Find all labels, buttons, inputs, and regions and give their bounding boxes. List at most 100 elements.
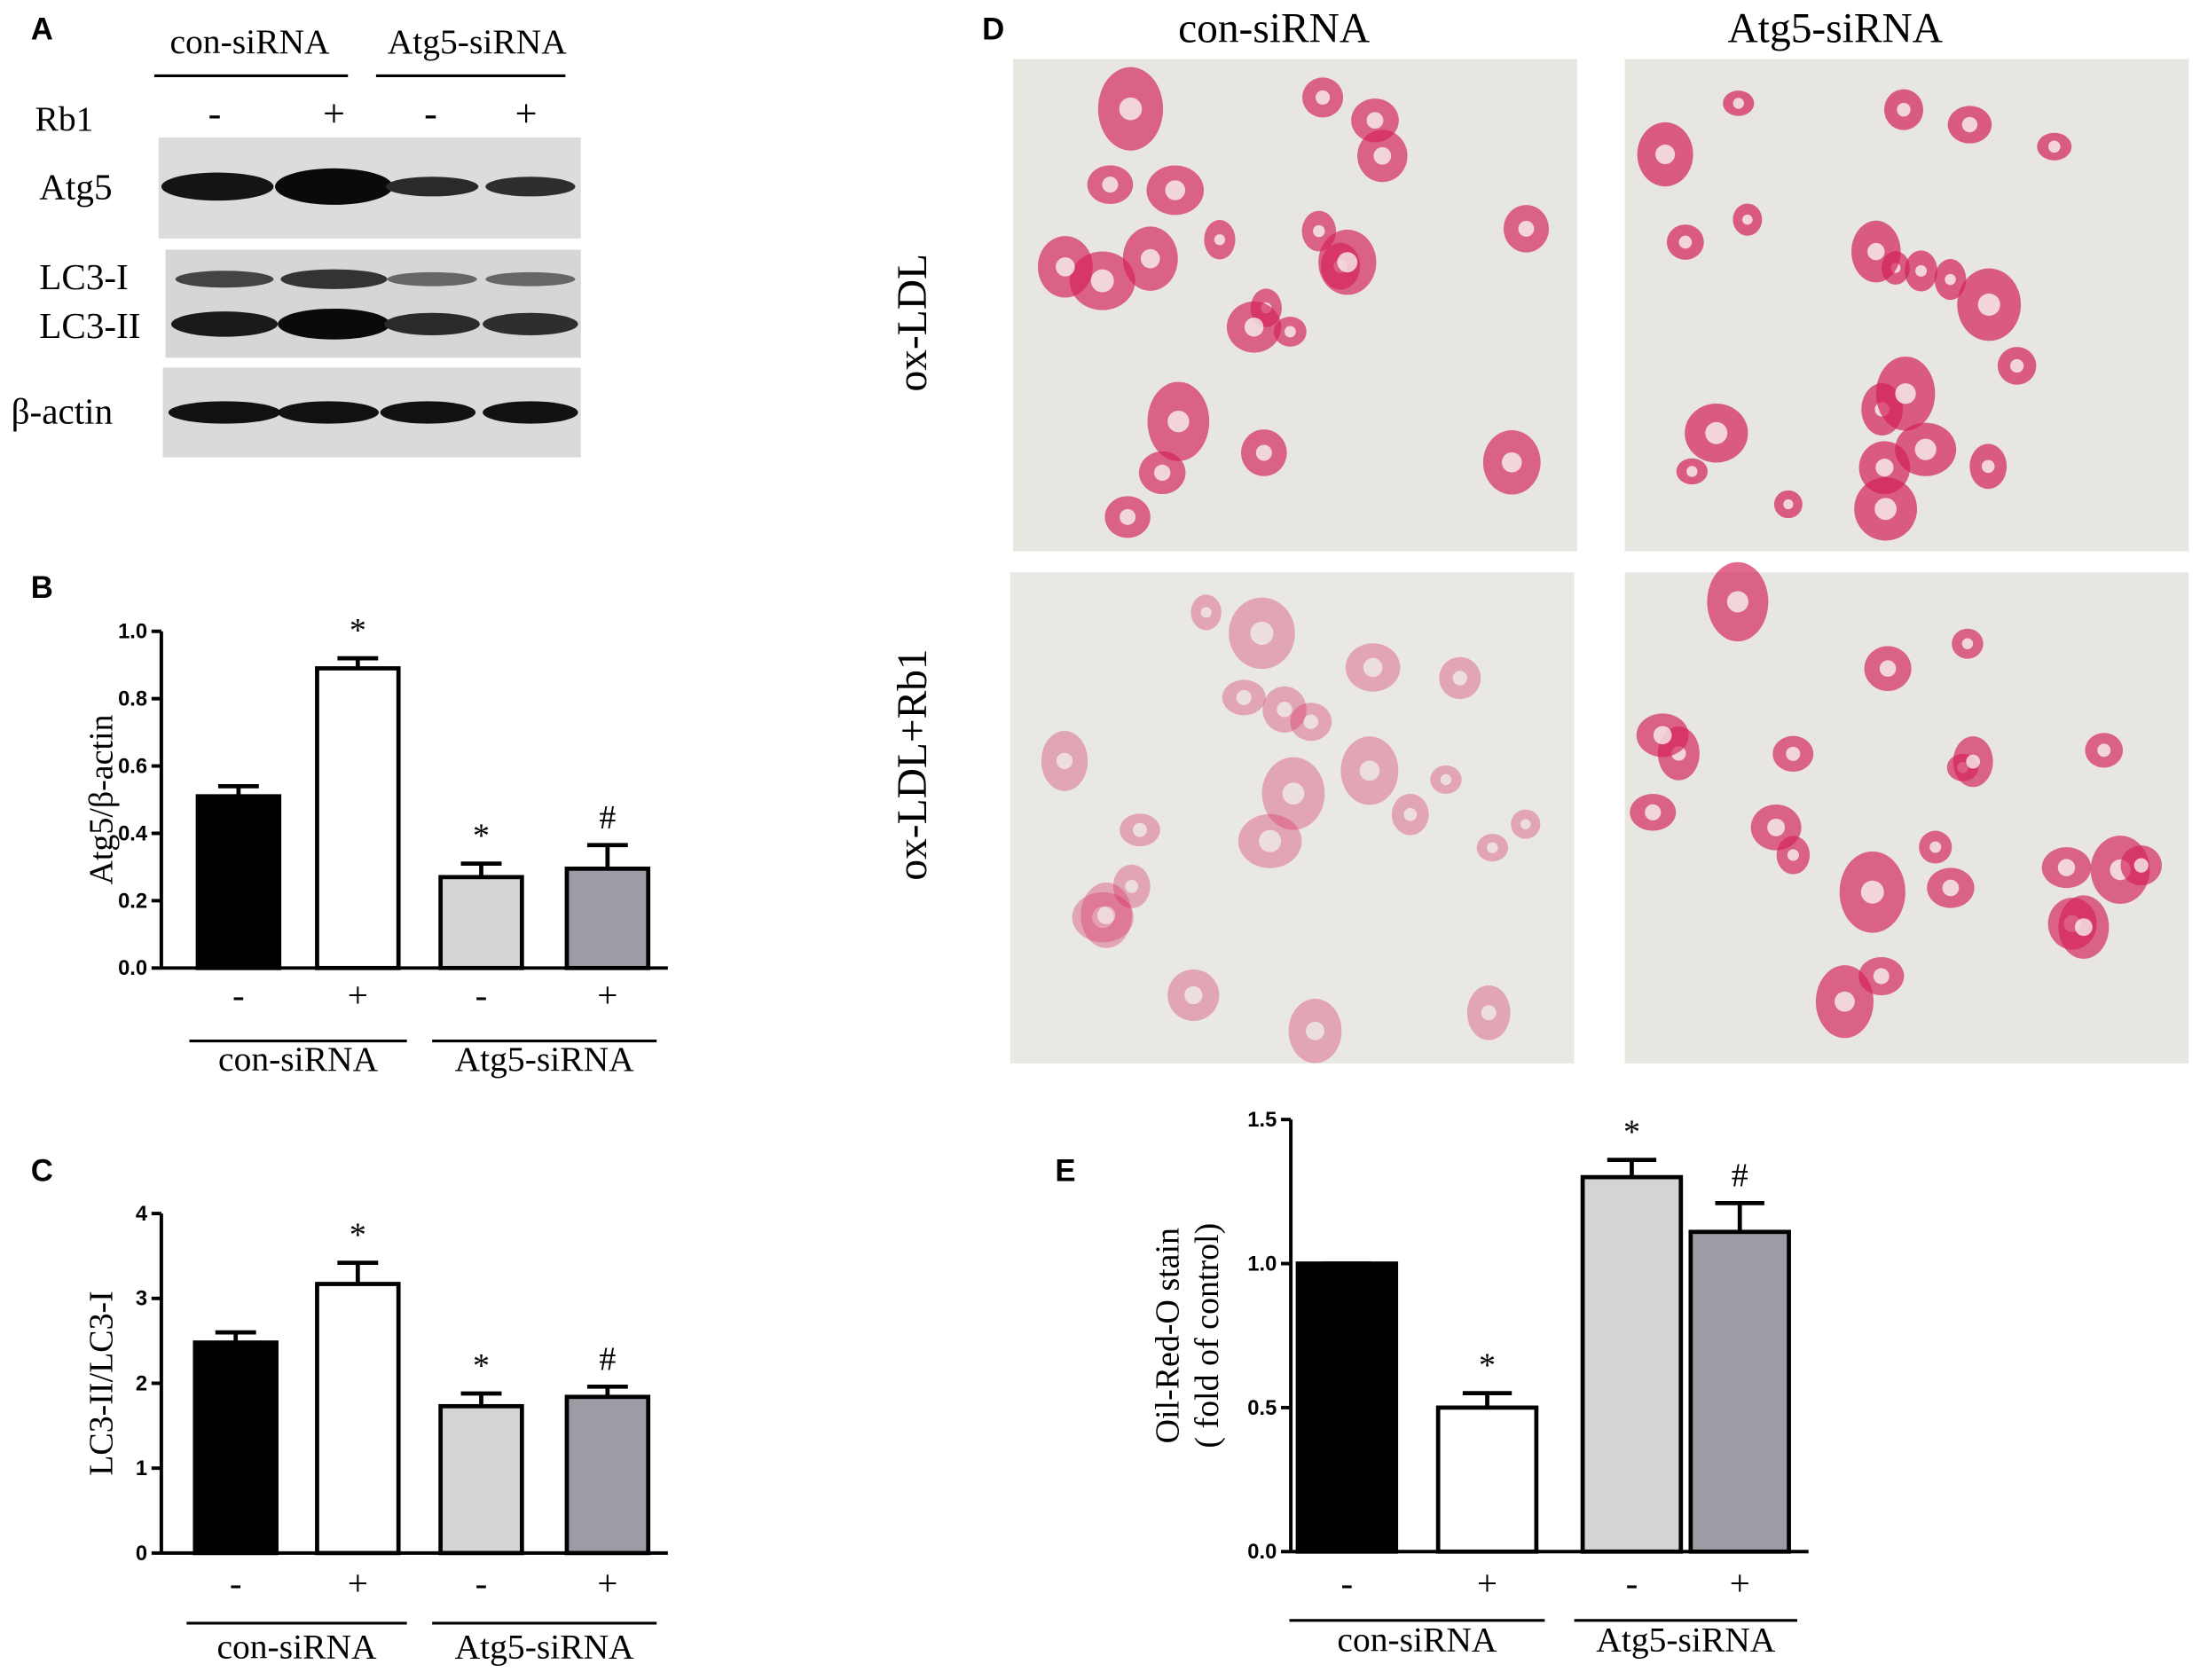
cell xyxy=(1934,258,1967,301)
sign: + xyxy=(515,91,538,135)
x-tick-label: + xyxy=(348,1562,368,1603)
cell-nucleus xyxy=(1786,746,1801,761)
cell-nucleus xyxy=(1879,660,1897,677)
cell xyxy=(1290,703,1332,742)
cell-nucleus xyxy=(1966,754,1980,769)
panel-label: C xyxy=(31,1155,53,1189)
annotation: * xyxy=(350,612,366,649)
column-label: Atg5-siRNA xyxy=(1728,5,1943,51)
cell-nucleus xyxy=(1102,177,1119,193)
group-label: Atg5-siRNA xyxy=(455,1627,635,1666)
y-tick-label: 3 xyxy=(136,1288,147,1311)
bar xyxy=(192,1340,279,1556)
y-tick-label: 0.6 xyxy=(118,755,147,778)
error-bar xyxy=(586,843,628,869)
blot-image xyxy=(158,137,581,458)
cell-nucleus xyxy=(1313,224,1325,238)
cell-nucleus xyxy=(1860,880,1884,904)
cell xyxy=(1482,430,1541,495)
y-tick-label: 0 xyxy=(136,1543,147,1566)
cell xyxy=(1952,628,1984,659)
cell-body xyxy=(1229,597,1295,670)
cell xyxy=(1238,813,1302,868)
cell-body xyxy=(1476,834,1509,862)
cell-nucleus xyxy=(1184,985,1203,1005)
cell-nucleus xyxy=(1655,145,1676,165)
cell-body xyxy=(1511,809,1541,839)
cell-nucleus xyxy=(1874,498,1898,521)
cell xyxy=(1952,736,1993,788)
cell xyxy=(1927,867,1975,908)
x-tick-label: + xyxy=(1730,1562,1750,1603)
annotation: # xyxy=(599,1340,616,1378)
cell-nucleus xyxy=(1961,638,1974,649)
cell xyxy=(1222,679,1266,716)
y-tick-label: 1.0 xyxy=(118,621,147,644)
cell xyxy=(1997,347,2037,385)
cell-nucleus xyxy=(1373,146,1392,165)
cell-body xyxy=(1430,765,1462,795)
cell-nucleus xyxy=(1284,326,1296,338)
cell xyxy=(1122,226,1178,291)
cell-nucleus xyxy=(1306,1021,1324,1040)
bar xyxy=(315,1282,401,1556)
annotation: # xyxy=(599,799,616,836)
y-axis-label: Atg5/β-actin xyxy=(83,714,121,884)
group-label: con-siRNA xyxy=(169,22,330,61)
cell xyxy=(1466,985,1511,1040)
micrograph-images xyxy=(1010,59,2189,1064)
cell xyxy=(2041,847,2092,889)
error-bar xyxy=(337,656,379,669)
cell xyxy=(1947,106,1992,144)
cell xyxy=(1676,458,1708,485)
group-label: con-siRNA xyxy=(1337,1621,1497,1660)
cell-nucleus xyxy=(1090,269,1114,293)
cell-nucleus xyxy=(1056,752,1073,770)
cell xyxy=(1262,686,1307,733)
cell xyxy=(1685,403,1748,463)
panel-label: E xyxy=(1055,1155,1075,1189)
cell xyxy=(1773,490,1803,519)
cell-nucleus xyxy=(1653,726,1672,745)
cell-nucleus xyxy=(1767,818,1786,836)
cell xyxy=(1340,736,1399,805)
cell-nucleus xyxy=(1961,116,1978,133)
error-bar xyxy=(586,1384,628,1397)
cell xyxy=(1666,224,1704,260)
y-tick-label: 0.0 xyxy=(118,957,147,980)
cell-nucleus xyxy=(1244,318,1264,337)
cell xyxy=(1087,165,1134,204)
cell xyxy=(1854,477,1918,541)
cell-nucleus xyxy=(1366,112,1384,130)
cell-body xyxy=(1340,736,1399,805)
cell-nucleus xyxy=(1200,607,1212,618)
cell-body xyxy=(1222,679,1266,716)
cell xyxy=(1957,268,2022,341)
x-tick-label: - xyxy=(230,1562,242,1603)
cell-nucleus xyxy=(1742,214,1753,225)
cell xyxy=(1503,205,1549,253)
cell-nucleus xyxy=(1645,804,1662,820)
cell-body xyxy=(1190,594,1222,631)
cell-nucleus xyxy=(1133,822,1147,837)
cell-nucleus xyxy=(1125,880,1139,893)
cell-nucleus xyxy=(2097,743,2111,758)
cell-nucleus xyxy=(1945,273,1956,286)
x-tick-label: + xyxy=(597,1562,617,1603)
cell-nucleus xyxy=(1120,508,1136,525)
cell xyxy=(1815,965,1874,1039)
cell xyxy=(1138,451,1186,495)
cell-nucleus xyxy=(1259,829,1282,852)
bar xyxy=(564,1394,651,1556)
x-tick-label: + xyxy=(348,975,368,1016)
cell-nucleus xyxy=(1363,657,1383,678)
cell-nucleus xyxy=(1214,234,1226,246)
cell xyxy=(1919,830,1952,864)
cell xyxy=(1080,882,1132,948)
cell-nucleus xyxy=(1337,252,1358,273)
bar xyxy=(438,875,524,970)
bar xyxy=(315,666,401,970)
cell-nucleus xyxy=(1236,689,1252,705)
cell-nucleus xyxy=(1092,906,1114,929)
